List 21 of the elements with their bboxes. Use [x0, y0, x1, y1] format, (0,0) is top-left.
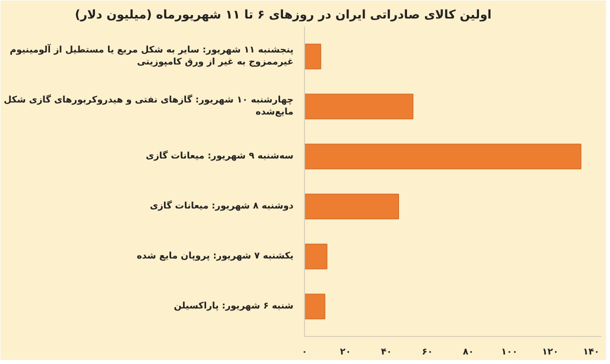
bar	[304, 294, 326, 320]
x-tick-label: ۰	[302, 348, 308, 358]
y-tick-label: یکشنبه ۷ شهریور: پروپان مایع شده	[136, 252, 294, 262]
y-tick-label: پنجشنبه ۱۱ شهریور: سایر به شکل مربع یا مستطیل از آلومینیوم غیرممزوج به غیر از ورق کامپوزیتی	[10, 44, 294, 68]
y-tick-label: دوشنبه ۸ شهریور: میعانات گازی	[150, 200, 294, 212]
y-tick-label: شنبه ۶ شهریور: پاراکسیلن	[174, 302, 294, 312]
y-tick-label: سه‌شنبه ۹ شهریور: میعانات گازی	[146, 150, 294, 162]
x-tick-label: ۲۰	[340, 348, 351, 358]
y-tick-label: چهارشنبه ۱۰ شهریور: گازهای نفتی و هیدروکربورهای گازی شکل مایع‌شده	[4, 94, 294, 118]
x-tick-label: ۱۰۰	[501, 348, 518, 358]
bar	[304, 244, 328, 270]
bar	[304, 44, 322, 70]
x-tick-label: ۱۲۰	[542, 348, 559, 358]
bar	[304, 94, 414, 120]
x-tick-label: ۱۴۰	[583, 348, 600, 358]
x-tick-label: ۶۰	[422, 348, 433, 358]
bar	[304, 194, 399, 220]
x-tick-label: ۸۰	[462, 348, 474, 358]
chart-title: اولین کالای صادراتی ایران در روزهای ۶ تا ۱۱ شهریورماه (میلیون دلار)	[74, 8, 492, 22]
bar	[304, 144, 582, 170]
x-tick-label: ۴۰	[380, 348, 392, 358]
